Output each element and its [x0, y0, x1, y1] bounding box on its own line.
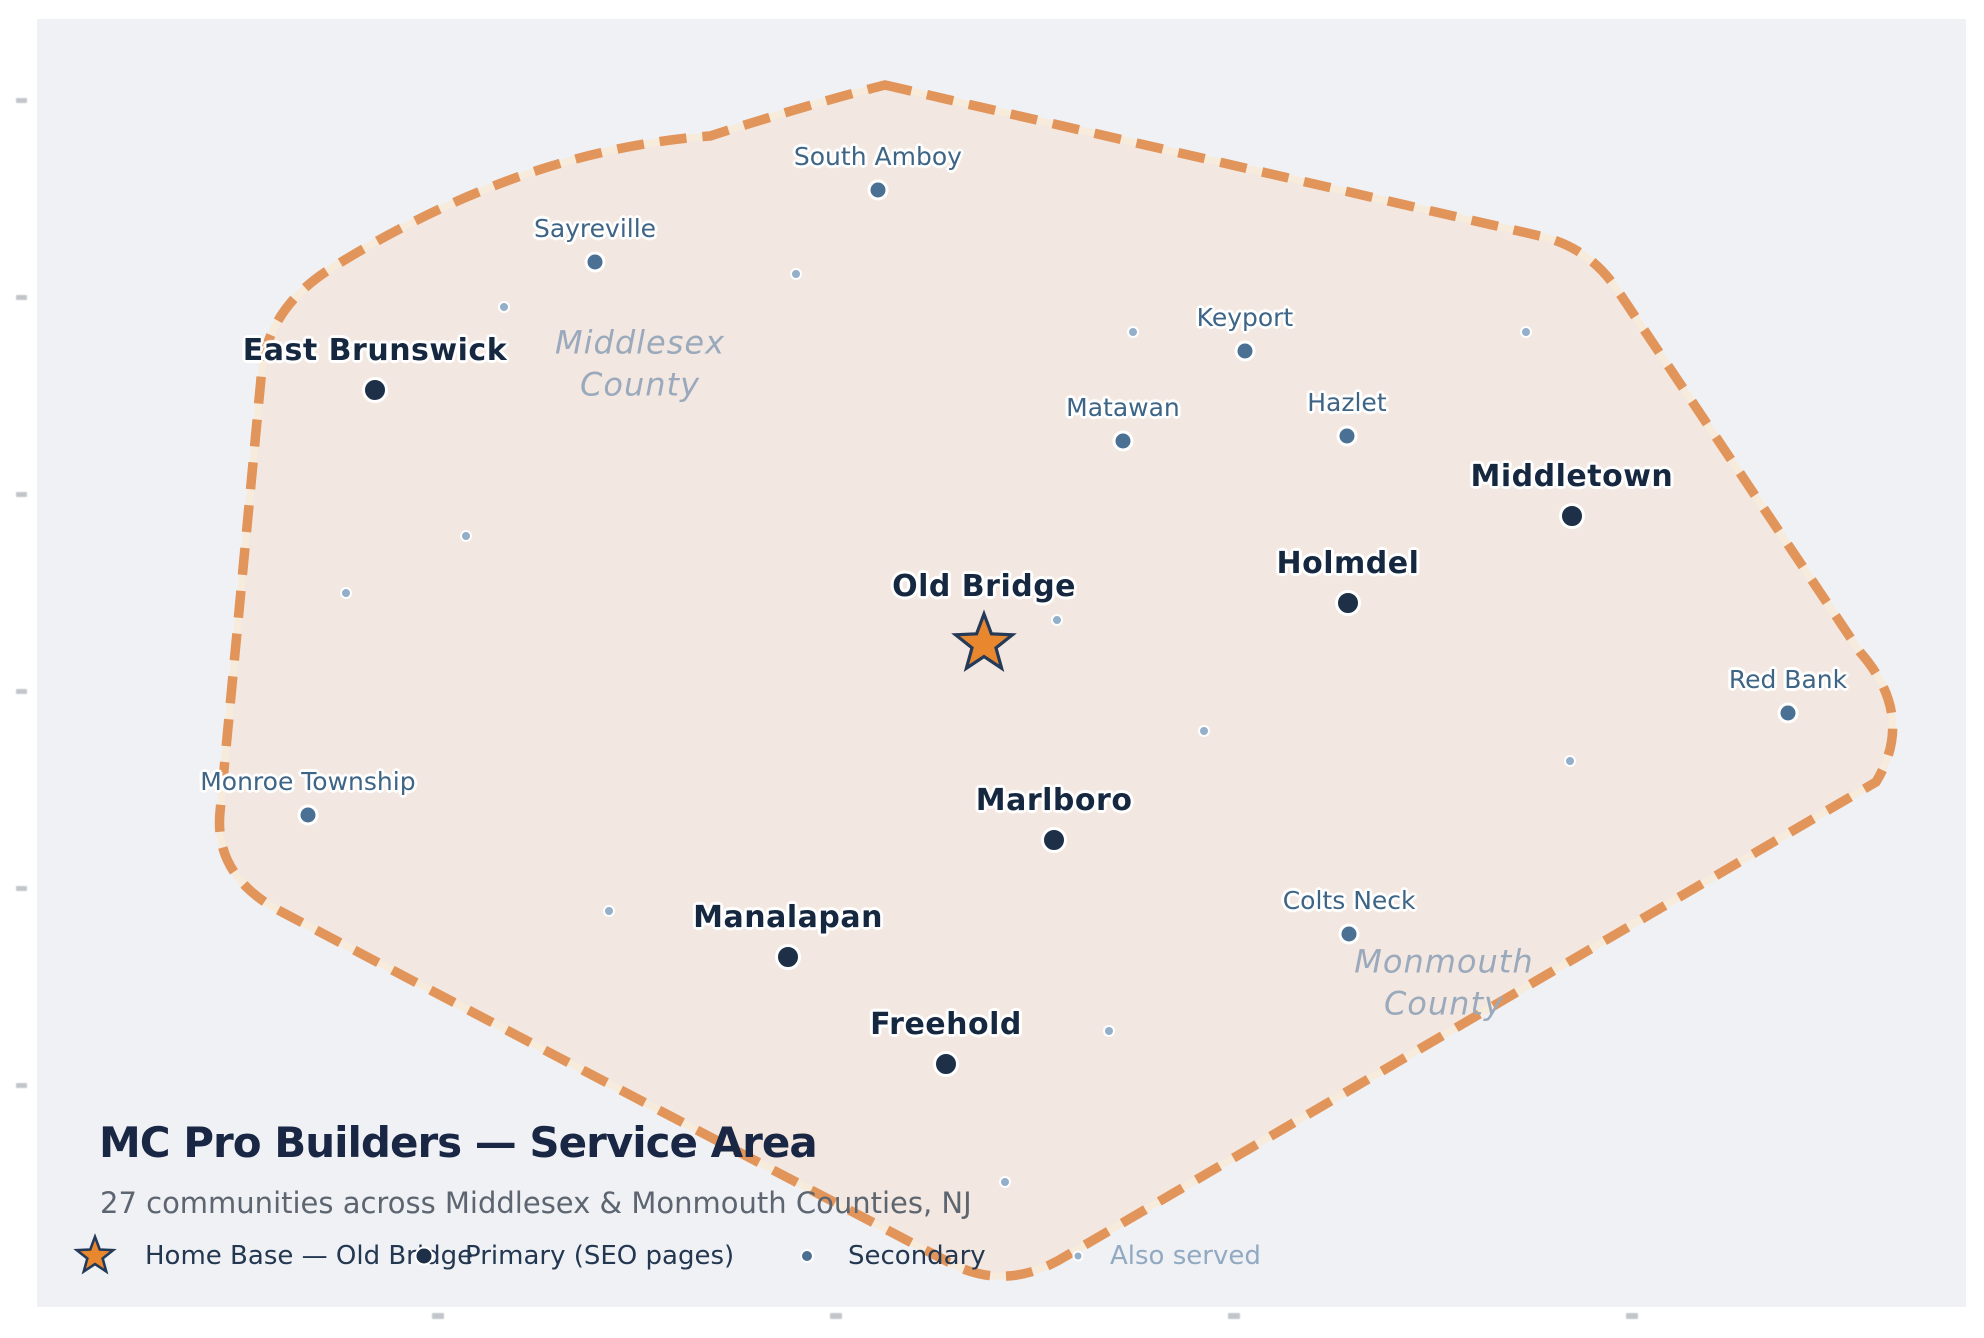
town-label-manalapan: Manalapan — [693, 899, 883, 935]
y-axis-tick-label — [16, 886, 27, 892]
town-label-old-bridge: Old Bridge — [892, 568, 1077, 604]
town-label-red-bank: Red Bank — [1728, 665, 1848, 695]
also-served-dot-icon — [998, 1175, 1011, 1188]
primary-dot-icon — [932, 1050, 959, 1077]
secondary-dot-icon — [1338, 923, 1360, 945]
town-label-marlboro: Marlboro — [975, 782, 1133, 818]
town-label-matawan: Matawan — [1066, 393, 1180, 422]
primary-dot-icon — [1558, 503, 1585, 530]
also-served-dot-icon — [603, 905, 616, 918]
also-served-dot-icon — [1198, 724, 1211, 737]
secondary-dot-icon — [1112, 430, 1134, 452]
y-axis-tick-label — [16, 491, 27, 497]
town-label-colts-neck: Colts Neck — [1282, 886, 1416, 916]
town-label-keyport: Keyport — [1196, 302, 1294, 332]
x-axis-tick-label — [830, 1313, 843, 1319]
also-served-dot-icon — [1520, 325, 1533, 338]
primary-dot-icon — [1334, 590, 1361, 617]
legend-also-dot-icon — [1072, 1250, 1084, 1262]
also-served-dot-icon — [1563, 755, 1576, 768]
y-axis-tick-label — [16, 295, 27, 301]
secondary-dot-icon — [1234, 340, 1256, 362]
town-label-monroe-township: Monroe Township — [200, 766, 416, 796]
y-axis-tick-label — [16, 688, 27, 694]
primary-dot-icon — [361, 377, 388, 404]
y-axis-tick-label — [16, 97, 27, 103]
legend-secondary-dot-icon — [800, 1249, 814, 1263]
secondary-dot-icon — [1777, 702, 1799, 724]
secondary-dot-icon — [867, 179, 889, 201]
secondary-dot-icon — [297, 804, 319, 826]
legend-secondary-label: Secondary — [848, 1241, 986, 1271]
town-label-hazlet: Hazlet — [1307, 388, 1387, 418]
county-label-middlesex-county: Middlesex County — [555, 323, 726, 403]
primary-dot-icon — [775, 943, 802, 970]
y-axis-tick-label — [16, 1082, 27, 1088]
legend-also-label: Also served — [1110, 1241, 1261, 1271]
town-label-sayreville: Sayreville — [533, 213, 657, 243]
also-served-dot-icon — [1051, 614, 1064, 627]
legend-primary-label: Primary (SEO pages) — [465, 1241, 735, 1271]
secondary-dot-icon — [584, 251, 606, 273]
town-label-south-amboy: South Amboy — [793, 141, 962, 171]
home-base-star-icon — [948, 608, 1020, 680]
service-area-boundary-dashed — [214, 80, 1898, 1281]
legend-home-star-icon — [72, 1233, 118, 1279]
also-served-dot-icon — [1127, 325, 1140, 338]
x-axis-tick-label — [432, 1313, 445, 1319]
secondary-dot-icon — [1336, 425, 1358, 447]
legend-primary-dot-icon — [414, 1246, 434, 1266]
also-served-dot-icon — [789, 268, 802, 281]
page-subtitle: 27 communities across Middlesex & Monmou… — [100, 1186, 972, 1220]
x-axis-tick-label — [1228, 1313, 1241, 1319]
page-title: MC Pro Builders — Service Area — [99, 1118, 818, 1167]
county-label-monmouth-county: Monmouth County — [1354, 942, 1534, 1023]
primary-dot-icon — [1041, 826, 1068, 853]
town-label-middletown: Middletown — [1470, 459, 1674, 495]
x-axis-tick-label — [1626, 1313, 1639, 1319]
town-label-east-brunswick: East Brunswick — [242, 333, 508, 369]
also-served-dot-icon — [340, 587, 352, 599]
also-served-dot-icon — [1103, 1025, 1116, 1038]
also-served-dot-icon — [497, 300, 510, 313]
town-label-freehold: Freehold — [870, 1006, 1022, 1042]
also-served-dot-icon — [460, 530, 473, 542]
town-label-holmdel: Holmdel — [1276, 546, 1420, 582]
